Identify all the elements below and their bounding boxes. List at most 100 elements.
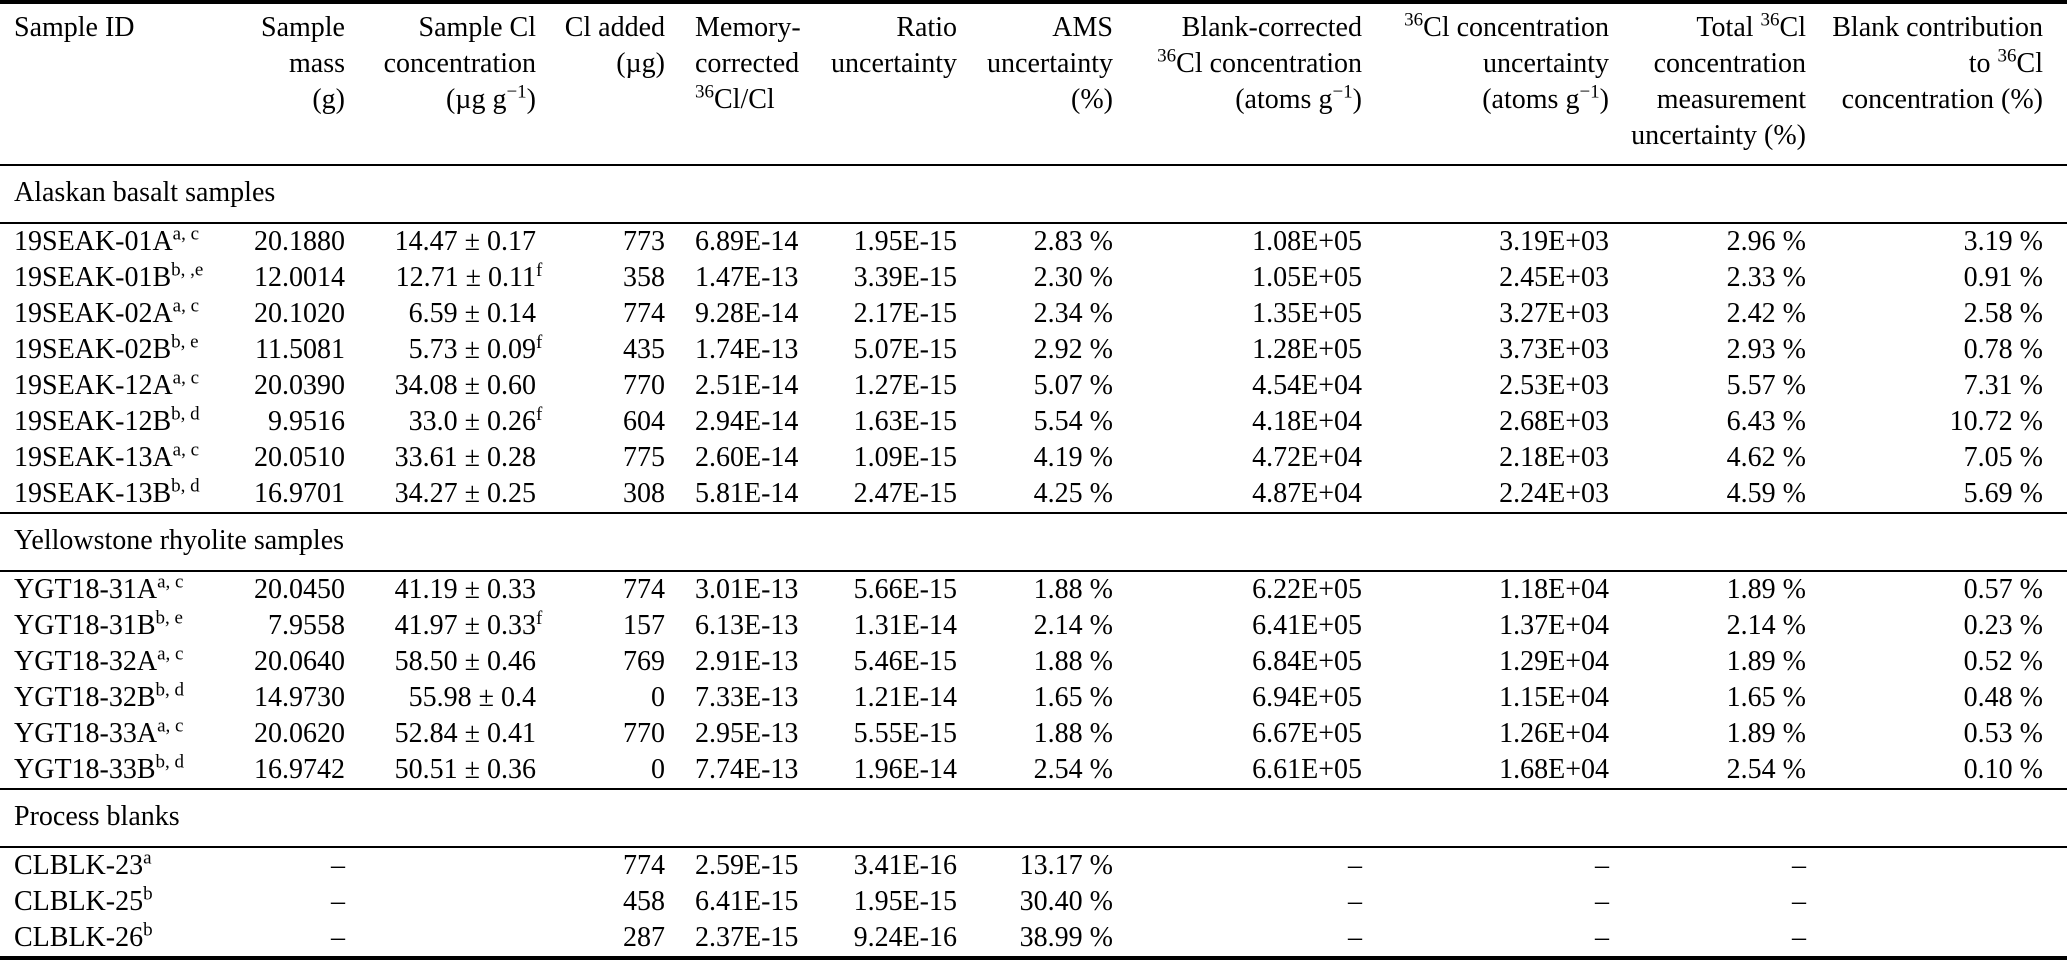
section-title: Alaskan basalt samples xyxy=(0,165,2067,224)
cell-conc-unc: 3.27E+03 xyxy=(1499,298,1609,329)
cell-total-unc: 6.43 % xyxy=(1726,406,1806,437)
cell-cl-conc: 55.98 ± 0.4 xyxy=(408,682,536,713)
cell-ams-unc: 1.65 % xyxy=(1033,682,1113,713)
cell-mass: 11.5081 xyxy=(255,334,345,365)
cell-id: CLBLK-25b xyxy=(14,883,153,917)
column-header-memory-corrected: Memory- corrected 36Cl/Cl xyxy=(665,2,815,166)
cell-cl-conc: 34.27 ± 0.25 xyxy=(345,476,556,514)
cell-blank-corr-conc: 6.41E+05 xyxy=(1252,610,1362,641)
cell-blank-contrib: 2.58 % xyxy=(1963,298,2043,329)
cell-ams-unc: 2.92 % xyxy=(1033,334,1113,365)
column-header-total-uncertainty: Total 36Cl concentration measurement unc… xyxy=(1609,2,1806,166)
cell-ratio: 2.60E-14 xyxy=(695,442,799,473)
cell-cl-conc xyxy=(345,884,556,920)
cell-cl-added: 308 xyxy=(556,476,665,514)
table-row: 19SEAK-01Bb, ,e 12.0014 12.71 ± 0.11f 35… xyxy=(0,260,2067,296)
cell-blank-corr-conc: 6.61E+05 xyxy=(1113,752,1362,790)
cell-ratio: 2.91E-13 xyxy=(695,646,799,677)
column-header-ams-uncertainty: AMS uncertainty (%) xyxy=(957,2,1113,166)
cell-cl-conc: 58.50 ± 0.46 xyxy=(394,646,536,677)
cell-blank-contrib: 0.78 % xyxy=(1963,334,2043,365)
cell-id: CLBLK-23a xyxy=(14,847,152,881)
cell-blank-contrib xyxy=(1806,847,2067,884)
cell-mass: – xyxy=(331,850,345,881)
cell-cl-conc xyxy=(345,920,556,958)
cell-blank-corr-conc: 1.35E+05 xyxy=(1252,298,1362,329)
cell-ratio-unc: 9.24E-16 xyxy=(853,922,957,953)
cell-ams-unc: 5.54 % xyxy=(1033,406,1113,437)
cell-ams-unc: 1.88 % xyxy=(1033,574,1113,605)
cell-cl-added: 0 xyxy=(651,682,665,713)
cell-ams-unc: 2.54 % xyxy=(957,752,1113,790)
cell-cl-added: 775 xyxy=(623,442,665,473)
section-header-row: Process blanks xyxy=(0,789,2067,848)
cell-blank-contrib: 5.69 % xyxy=(1806,476,2067,514)
cell-cl-added: 774 xyxy=(623,850,665,881)
column-header-ratio-uncertainty: Ratio uncertainty xyxy=(815,2,957,166)
cell-total-unc: 1.89 % xyxy=(1726,646,1806,677)
table-row: 19SEAK-12Aa, c 20.0390 34.08 ± 0.60 770 … xyxy=(0,368,2067,404)
cell-conc-unc: 1.29E+04 xyxy=(1499,646,1609,677)
cell-cl-conc xyxy=(345,847,556,884)
cell-blank-corr-conc: 6.94E+05 xyxy=(1252,682,1362,713)
cell-cl-conc: 14.47 ± 0.17 xyxy=(394,226,536,257)
cell-blank-corr-conc: 6.84E+05 xyxy=(1252,646,1362,677)
cell-total-unc: 2.14 % xyxy=(1726,610,1806,641)
cell-ams-unc: 30.40 % xyxy=(1019,886,1113,917)
cell-blank-contrib xyxy=(1806,920,2067,958)
cell-conc-unc: 2.18E+03 xyxy=(1499,442,1609,473)
cell-ams-unc: 1.88 % xyxy=(1033,718,1113,749)
section-alaskan-basalt: Alaskan basalt samples 19SEAK-01Aa, c 20… xyxy=(0,165,2067,514)
cell-ratio-unc: 1.95E-15 xyxy=(853,886,957,917)
cell-ratio-unc: 5.46E-15 xyxy=(853,646,957,677)
cell-mass: 16.9742 xyxy=(230,752,345,790)
cell-mass: 16.9701 xyxy=(230,476,345,514)
cell-ams-unc: 4.19 % xyxy=(1033,442,1113,473)
cell-ams-unc: 38.99 % xyxy=(1019,922,1113,953)
cell-conc-unc: 2.24E+03 xyxy=(1362,476,1609,514)
cell-blank-contrib: 0.57 % xyxy=(1963,574,2043,605)
cell-blank-contrib: 7.05 % xyxy=(1963,442,2043,473)
cell-total-unc: 2.54 % xyxy=(1609,752,1806,790)
table-row: 19SEAK-12Bb, d 9.9516 33.0 ± 0.26f 604 2… xyxy=(0,404,2067,440)
cell-blank-corr-conc: 4.72E+04 xyxy=(1252,442,1362,473)
cell-id: 19SEAK-01Bb, ,e xyxy=(14,259,204,293)
cell-cl-added: 774 xyxy=(623,574,665,605)
section-yellowstone-rhyolite: Yellowstone rhyolite samples YGT18-31Aa,… xyxy=(0,513,2067,790)
cell-cl-conc: 6.59 ± 0.14 xyxy=(408,298,536,329)
cell-cl-conc: 5.73 ± 0.09f xyxy=(408,331,543,365)
cell-mass: 9.9516 xyxy=(268,406,345,437)
cell-conc-unc: 1.18E+04 xyxy=(1499,574,1609,605)
cell-total-unc: – xyxy=(1792,922,1806,953)
cell-cl-added: 435 xyxy=(623,334,665,365)
cell-cl-conc: 33.0 ± 0.26f xyxy=(408,403,543,437)
cell-blank-contrib: 0.23 % xyxy=(1963,610,2043,641)
cell-cl-added: 458 xyxy=(623,886,665,917)
cell-mass: 20.0620 xyxy=(254,718,345,749)
cell-id: YGT18-31Aa, c xyxy=(14,571,184,605)
cell-conc-unc: 1.37E+04 xyxy=(1499,610,1609,641)
cell-cl-added: 604 xyxy=(623,406,665,437)
column-header-cl-added: Cl added (µg) xyxy=(556,2,665,166)
cell-conc-unc: 1.15E+04 xyxy=(1499,682,1609,713)
cell-id: CLBLK-26b xyxy=(14,919,153,953)
cell-cl-added: 157 xyxy=(623,610,665,641)
cell-ratio: 7.33E-13 xyxy=(695,682,799,713)
cell-ratio: 9.28E-14 xyxy=(695,298,799,329)
cell-mass: 20.0390 xyxy=(254,370,345,401)
cell-ams-unc: 13.17 % xyxy=(1019,850,1113,881)
cell-mass: 20.0510 xyxy=(254,442,345,473)
cell-ratio-unc: 1.09E-15 xyxy=(853,442,957,473)
cell-mass: 7.9558 xyxy=(268,610,345,641)
cell-cl-conc: 41.97 ± 0.33f xyxy=(394,607,543,641)
table-row: 19SEAK-13Aa, c 20.0510 33.61 ± 0.28 775 … xyxy=(0,440,2067,476)
cell-id: 19SEAK-13Aa, c xyxy=(14,439,200,473)
cell-id: 19SEAK-02Aa, c xyxy=(14,295,200,329)
cell-blank-corr-conc: – xyxy=(1348,850,1362,881)
cell-id: 19SEAK-13Bb, d xyxy=(0,476,230,514)
cell-cl-added: 358 xyxy=(623,262,665,293)
cell-blank-corr-conc: – xyxy=(1348,886,1362,917)
section-header-row: Yellowstone rhyolite samples xyxy=(0,513,2067,572)
cell-ratio-unc: 1.27E-15 xyxy=(853,370,957,401)
